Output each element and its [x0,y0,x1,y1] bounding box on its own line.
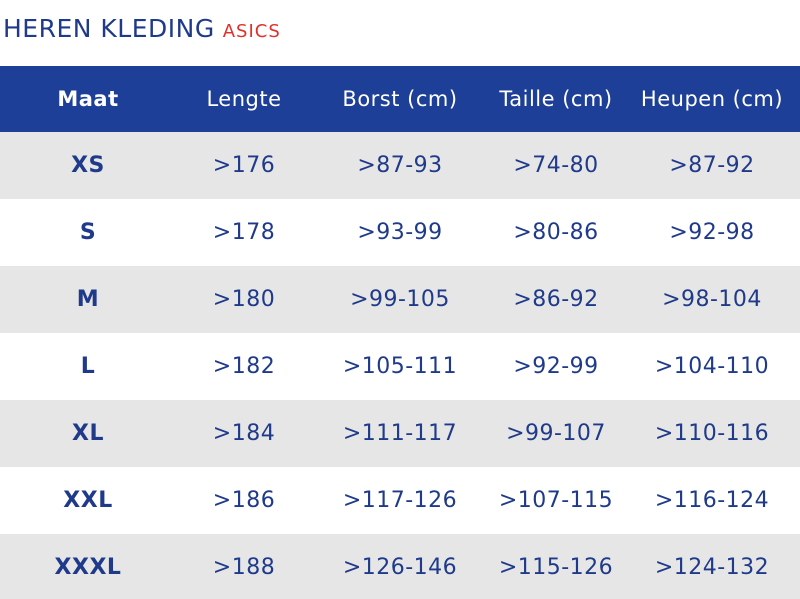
size-cell: L [80,354,96,379]
hips-cell: >87-92 [669,153,755,178]
chest-cell: >126-146 [342,555,458,580]
chest-cell: >93-99 [357,220,443,245]
header-size: Maat [57,87,119,111]
waist-cell: >80-86 [513,220,599,245]
size-cell: XL [72,421,104,446]
table-row: M >180 >99-105 >86-92 >98-104 [0,266,800,333]
brand-label: ASICS [222,21,281,42]
page-title: HEREN KLEDING ASICS [3,14,281,54]
hips-cell: >116-124 [654,488,770,513]
table-row: XXXL >188 >126-146 >115-126 >124-132 [0,534,800,599]
hips-cell: >110-116 [654,421,770,446]
size-cell: M [76,287,100,312]
chest-cell: >111-117 [342,421,458,446]
waist-cell: >99-107 [506,421,606,446]
waist-cell: >115-126 [498,555,614,580]
hips-cell: >124-132 [654,555,770,580]
length-cell: >178 [212,220,276,245]
header-hips: Heupen (cm) [640,87,784,111]
hips-cell: >92-98 [669,220,755,245]
table-row: XL >184 >111-117 >99-107 >110-116 [0,400,800,467]
size-cell: XS [71,153,105,178]
waist-cell: >107-115 [498,488,614,513]
hips-cell: >98-104 [662,287,762,312]
table-row: S >178 >93-99 >80-86 >92-98 [0,199,800,266]
chest-cell: >117-126 [342,488,458,513]
length-cell: >176 [212,153,276,178]
header-chest: Borst (cm) [342,87,458,111]
length-cell: >184 [212,421,276,446]
chest-cell: >105-111 [342,354,458,379]
size-cell: XXL [63,488,113,513]
hips-cell: >104-110 [654,354,770,379]
size-cell: S [79,220,97,245]
table-header-row: Maat Lengte Borst (cm) Taille (cm) Heupe… [0,66,800,132]
waist-cell: >92-99 [513,354,599,379]
length-cell: >186 [212,488,276,513]
length-cell: >188 [212,555,276,580]
length-cell: >182 [212,354,276,379]
waist-cell: >86-92 [513,287,599,312]
size-table: Maat Lengte Borst (cm) Taille (cm) Heupe… [0,66,800,599]
table-row: XXL >186 >117-126 >107-115 >116-124 [0,467,800,534]
table-row: XS >176 >87-93 >74-80 >87-92 [0,132,800,199]
header-length: Lengte [206,87,282,111]
length-cell: >180 [212,287,276,312]
title-main: HEREN KLEDING [3,14,215,43]
header-waist: Taille (cm) [499,87,613,111]
table-row: L >182 >105-111 >92-99 >104-110 [0,333,800,400]
waist-cell: >74-80 [513,153,599,178]
chest-cell: >87-93 [357,153,443,178]
chest-cell: >99-105 [350,287,450,312]
size-cell: XXXL [54,555,122,580]
